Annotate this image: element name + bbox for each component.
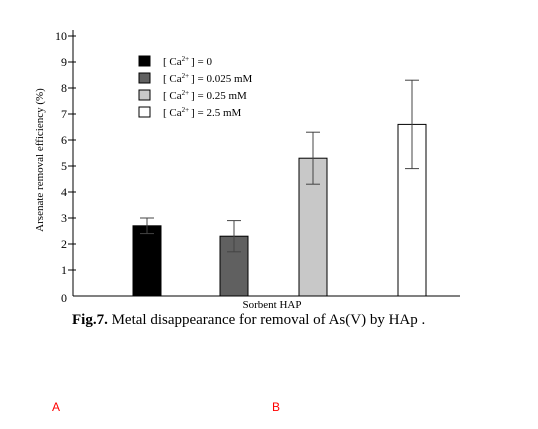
x-axis-title: Sorbent HAP bbox=[243, 299, 302, 310]
legend-label: [ Ca2+] = 0 bbox=[163, 55, 212, 68]
y-tick-label: 0 bbox=[61, 291, 67, 305]
y-tick-label: 8 bbox=[61, 81, 67, 95]
bar-chart: 0 1 2 3 4 5 6 7 8 9 10 [ Ca2+] = 0 [ Ca2+] = 0.025 … bbox=[34, 29, 460, 310]
caption-text: Metal disappearance for removal of As(V)… bbox=[107, 312, 426, 328]
y-tick-label: 4 bbox=[61, 185, 67, 199]
legend-label: [ Ca2+] = 2.5 mM bbox=[163, 106, 242, 119]
legend-swatch bbox=[138, 89, 151, 101]
y-tick-label: 6 bbox=[61, 133, 67, 147]
legend-swatch bbox=[138, 55, 151, 67]
legend-label: [ Ca2+] = 0.025 mM bbox=[163, 72, 253, 85]
marker-a-label: A bbox=[52, 400, 61, 414]
legend-swatch bbox=[138, 72, 151, 84]
y-tick-label: 10 bbox=[55, 29, 67, 43]
y-tick-label: 9 bbox=[61, 55, 67, 69]
y-tick-label: 2 bbox=[61, 237, 67, 251]
bars bbox=[132, 79, 427, 297]
y-axis-title: Arsenate removal efficiency (%) bbox=[34, 88, 46, 232]
legend-swatch bbox=[138, 106, 151, 118]
y-ticks: 0 1 2 3 4 5 6 7 8 9 10 bbox=[55, 29, 76, 305]
y-tick-label: 1 bbox=[61, 263, 67, 277]
legend-label: [ Ca2+] = 0.25 mM bbox=[163, 89, 247, 102]
caption-label: Fig.7. bbox=[72, 312, 108, 328]
y-tick-label: 5 bbox=[61, 159, 67, 173]
legend: [ Ca2+] = 0 [ Ca2+] = 0.025 mM [ Ca2+] = 0… bbox=[138, 55, 253, 119]
figure-caption: Fig.7. Metal disappearance for removal o… bbox=[72, 312, 425, 329]
marker-b-label: B bbox=[272, 400, 281, 414]
bar bbox=[132, 225, 162, 297]
y-tick-label: 3 bbox=[61, 211, 67, 225]
y-tick-label: 7 bbox=[61, 107, 67, 121]
